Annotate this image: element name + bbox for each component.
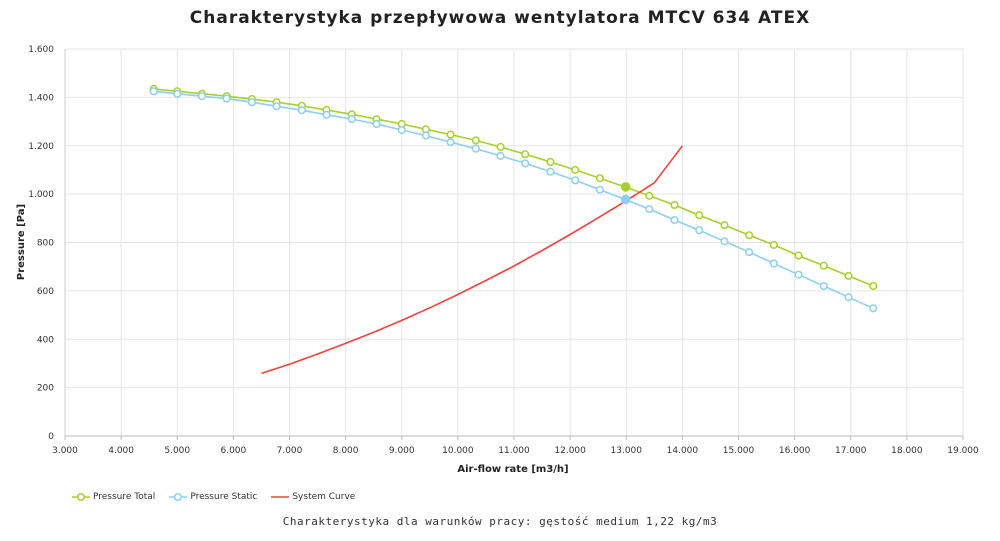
data-point-pressure-total[interactable] [670, 200, 679, 210]
x-axis-ticks: 3.000 4.000 5.000 6.000 7.000 8.000 9.000 10.00… [52, 436, 979, 456]
operating-point-pressure-static[interactable] [620, 194, 631, 205]
x-tick-label: 15.000 [723, 446, 755, 456]
legend-swatch-pressure-static [169, 492, 188, 502]
data-point-pressure-static[interactable] [397, 125, 406, 135]
gridlines [65, 48, 964, 436]
data-point-pressure-total[interactable] [496, 142, 505, 152]
data-point-pressure-static[interactable] [819, 281, 828, 291]
data-point-pressure-static[interactable] [869, 304, 878, 313]
x-tick-label: 6.000 [220, 446, 246, 456]
data-point-pressure-static[interactable] [247, 98, 256, 107]
data-point-pressure-static[interactable] [372, 119, 381, 129]
x-tick-label: 10.000 [442, 446, 474, 456]
data-point-pressure-total[interactable] [571, 165, 580, 174]
data-point-pressure-static[interactable] [197, 92, 206, 101]
x-axis-label: Air-flow rate [m3/h] [457, 464, 568, 475]
data-point-pressure-static[interactable] [471, 144, 480, 153]
data-point-pressure-total[interactable] [844, 271, 853, 280]
x-tick-label: 11.000 [498, 446, 530, 456]
data-point-pressure-total[interactable] [471, 136, 480, 145]
legend-item-pressure-total[interactable]: Pressure Total [72, 492, 155, 502]
operating-point-pressure-total[interactable] [620, 182, 631, 192]
series-line-pressure-static [153, 90, 874, 310]
x-tick-label: 16.000 [779, 446, 811, 456]
data-point-pressure-static[interactable] [521, 159, 530, 168]
series-line-system-curve [261, 145, 684, 375]
chart-title: Charakterystyka przepływowa wentylatora … [189, 8, 811, 28]
data-point-pressure-static[interactable] [272, 102, 281, 111]
data-point-pressure-static[interactable] [670, 215, 679, 225]
data-point-pressure-total[interactable] [546, 157, 555, 167]
data-point-pressure-total[interactable] [595, 174, 604, 183]
x-tick-label: 14.000 [667, 446, 699, 456]
data-point-pressure-total[interactable] [521, 150, 530, 159]
y-tick-label: 400 [37, 335, 54, 345]
series-lines [153, 88, 874, 375]
data-point-pressure-total[interactable] [720, 221, 729, 230]
data-point-pressure-total[interactable] [869, 281, 878, 291]
data-point-pressure-total[interactable] [645, 191, 654, 200]
y-axis-ticks: 0 200 400 600 800 1.000 1.200 1.400 1.600 [28, 45, 54, 442]
x-tick-label: 3.000 [52, 446, 78, 456]
data-point-pressure-static[interactable] [720, 237, 729, 246]
data-point-pressure-static[interactable] [173, 89, 182, 98]
y-tick-label: 1.000 [28, 190, 54, 200]
data-point-pressure-static[interactable] [745, 248, 754, 257]
x-tick-label: 8.000 [333, 446, 359, 456]
data-point-pressure-total[interactable] [819, 261, 828, 270]
data-point-pressure-total[interactable] [745, 231, 754, 240]
data-point-pressure-static[interactable] [297, 106, 306, 115]
y-tick-label: 1.400 [28, 93, 54, 103]
data-point-pressure-static[interactable] [222, 94, 231, 103]
legend: Pressure Total Pressure Static System Cu… [72, 490, 369, 504]
legend-label: Pressure Total [93, 492, 156, 502]
x-tick-label: 12.000 [554, 446, 586, 456]
data-point-pressure-static[interactable] [347, 115, 356, 124]
data-point-pressure-static[interactable] [149, 87, 158, 96]
data-point-pressure-static[interactable] [844, 293, 853, 302]
legend-swatch-pressure-total [72, 492, 90, 502]
series-markers [149, 84, 878, 313]
data-point-pressure-static[interactable] [496, 151, 505, 160]
legend-label: System Curve [292, 492, 356, 502]
x-tick-label: 5.000 [164, 446, 190, 456]
x-tick-label: 9.000 [389, 446, 415, 456]
x-tick-label: 18.000 [891, 446, 923, 456]
data-point-pressure-total[interactable] [446, 130, 455, 139]
data-point-pressure-static[interactable] [322, 110, 331, 119]
y-tick-label: 800 [37, 239, 54, 249]
y-tick-label: 1.600 [28, 45, 54, 55]
series-line-pressure-total [153, 88, 874, 287]
chart-caption: Charakterystyka dla warunków pracy: gęst… [282, 515, 718, 528]
data-point-pressure-static[interactable] [769, 259, 778, 268]
legend-item-pressure-static[interactable]: Pressure Static [169, 492, 257, 502]
y-tick-label: 600 [37, 287, 54, 297]
data-point-pressure-static[interactable] [421, 131, 430, 140]
data-point-pressure-static[interactable] [794, 270, 803, 279]
y-axis-label: Pressure [Pa] [16, 204, 27, 280]
legend-label: Pressure Static [190, 492, 258, 502]
data-point-pressure-static[interactable] [695, 226, 704, 235]
x-tick-label: 7.000 [277, 446, 303, 456]
data-point-pressure-total[interactable] [769, 240, 778, 249]
data-point-pressure-static[interactable] [595, 185, 604, 194]
x-tick-label: 17.000 [835, 446, 867, 456]
x-tick-label: 19.000 [947, 446, 979, 456]
data-point-pressure-static[interactable] [571, 176, 580, 185]
data-point-pressure-static[interactable] [645, 205, 654, 214]
legend-swatch-system-curve [271, 496, 290, 498]
data-point-pressure-static[interactable] [546, 167, 555, 176]
y-tick-label: 200 [37, 384, 54, 394]
data-point-pressure-static[interactable] [446, 138, 455, 147]
legend-item-system-curve[interactable]: System Curve [271, 492, 355, 502]
x-tick-label: 4.000 [108, 446, 134, 456]
y-tick-label: 1.200 [28, 142, 54, 152]
x-tick-label: 13.000 [611, 446, 643, 456]
y-tick-label: 0 [48, 432, 54, 442]
data-point-pressure-total[interactable] [794, 251, 803, 260]
data-point-pressure-total[interactable] [695, 211, 704, 220]
